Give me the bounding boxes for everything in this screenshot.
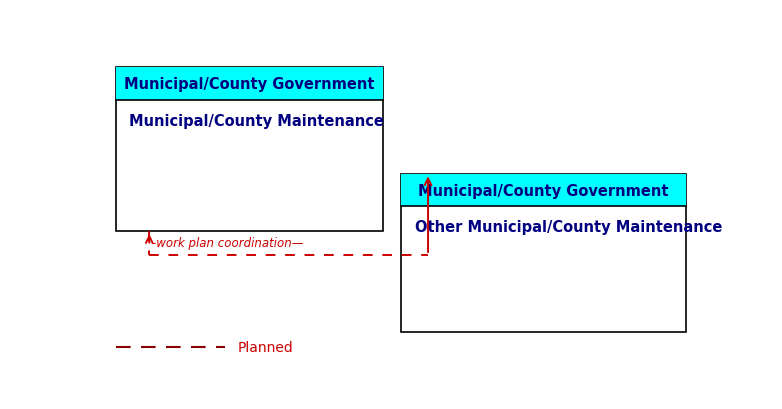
Bar (401, 175, 686, 207)
Text: Municipal/County Government: Municipal/County Government (418, 183, 669, 198)
Bar (401, 175, 686, 333)
Text: Municipal/County Maintenance: Municipal/County Maintenance (129, 113, 384, 128)
Text: Municipal/County Government: Municipal/County Government (124, 77, 375, 92)
Bar (116, 68, 382, 232)
Text: -work plan coordination—: -work plan coordination— (152, 237, 303, 249)
Text: Other Municipal/County Maintenance: Other Municipal/County Maintenance (415, 219, 723, 234)
Text: Planned: Planned (237, 340, 293, 354)
Bar (116, 68, 382, 101)
